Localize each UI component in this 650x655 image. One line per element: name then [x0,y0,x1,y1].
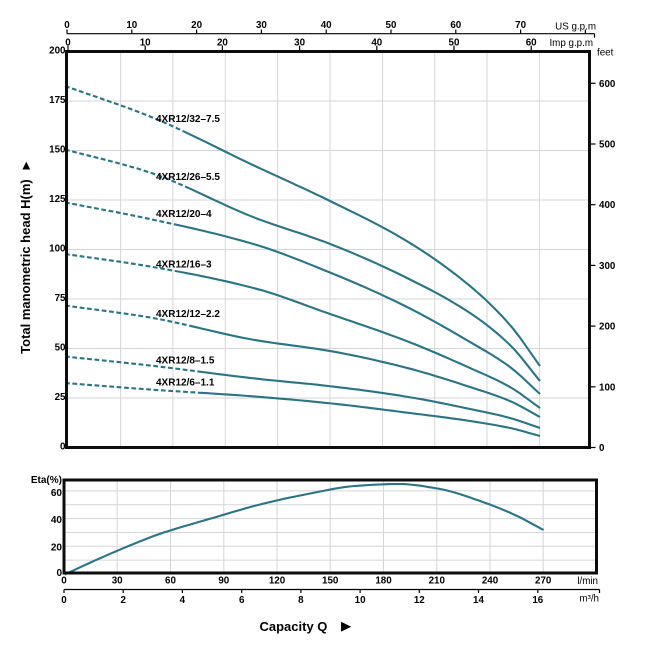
svg-text:0: 0 [56,568,62,579]
svg-text:10: 10 [355,595,366,606]
svg-text:6: 6 [239,595,245,606]
svg-text:0: 0 [61,595,67,606]
svg-text:30: 30 [294,38,305,49]
svg-text:400: 400 [599,200,616,211]
svg-text:12: 12 [414,595,425,606]
svg-text:70: 70 [515,20,526,31]
svg-text:180: 180 [375,576,392,587]
svg-text:l/min: l/min [577,576,598,587]
svg-text:50: 50 [55,342,66,353]
svg-text:16: 16 [532,595,543,606]
svg-text:40: 40 [51,515,63,526]
svg-text:60: 60 [526,38,537,49]
svg-text:4XR12/6–1.1: 4XR12/6–1.1 [156,378,215,389]
svg-text:200: 200 [49,45,66,56]
svg-text:4XR12/26–5.5: 4XR12/26–5.5 [156,172,220,183]
svg-text:8: 8 [298,595,304,606]
svg-text:14: 14 [473,595,484,606]
svg-text:Total manometric head H(m) ►: Total manometric head H(m) ► [18,159,33,354]
svg-text:50: 50 [386,20,397,31]
svg-text:120: 120 [269,576,286,587]
svg-text:0: 0 [61,576,67,587]
svg-text:feet: feet [597,48,614,59]
svg-text:60: 60 [165,576,176,587]
svg-text:270: 270 [535,576,552,587]
svg-text:0: 0 [599,443,605,454]
svg-text:US g.p.m: US g.p.m [555,22,596,33]
svg-text:600: 600 [599,79,616,90]
svg-text:240: 240 [482,576,499,587]
svg-text:100: 100 [49,243,66,254]
svg-text:Capacity Q: Capacity Q [260,619,328,634]
svg-text:210: 210 [429,576,446,587]
svg-text:60: 60 [51,488,63,499]
svg-text:4XR12/32–7.5: 4XR12/32–7.5 [156,114,220,125]
svg-text:Eta(%): Eta(%) [31,475,62,486]
svg-text:10: 10 [126,20,137,31]
svg-text:4XR12/8–1.5: 4XR12/8–1.5 [156,355,215,366]
svg-text:30: 30 [112,576,123,587]
svg-text:50: 50 [449,38,460,49]
svg-text:175: 175 [49,95,66,106]
svg-text:4XR12/20–4: 4XR12/20–4 [156,209,212,220]
svg-text:Imp g.p.m: Imp g.p.m [549,38,593,49]
svg-text:25: 25 [55,392,66,403]
svg-text:0: 0 [60,441,66,452]
svg-text:m³/h: m³/h [579,594,599,605]
svg-text:125: 125 [49,194,66,205]
svg-text:4XR12/16–3: 4XR12/16–3 [156,260,212,271]
svg-text:60: 60 [450,20,461,31]
svg-text:100: 100 [599,382,616,393]
svg-text:150: 150 [49,144,66,155]
svg-text:40: 40 [321,20,332,31]
svg-text:0: 0 [64,20,70,31]
svg-text:4XR12/12–2.2: 4XR12/12–2.2 [156,309,220,320]
svg-text:200: 200 [599,322,616,333]
svg-text:90: 90 [218,576,229,587]
svg-text:40: 40 [371,38,382,49]
svg-text:4: 4 [180,595,186,606]
svg-text:10: 10 [140,38,151,49]
svg-text:20: 20 [217,38,228,49]
svg-text:500: 500 [599,140,616,151]
svg-text:2: 2 [120,595,126,606]
svg-text:20: 20 [51,542,63,553]
svg-text:0: 0 [65,38,71,49]
svg-text:75: 75 [55,293,66,304]
svg-text:150: 150 [322,576,339,587]
svg-text:20: 20 [191,20,202,31]
svg-text:300: 300 [599,261,616,272]
svg-text:30: 30 [256,20,267,31]
